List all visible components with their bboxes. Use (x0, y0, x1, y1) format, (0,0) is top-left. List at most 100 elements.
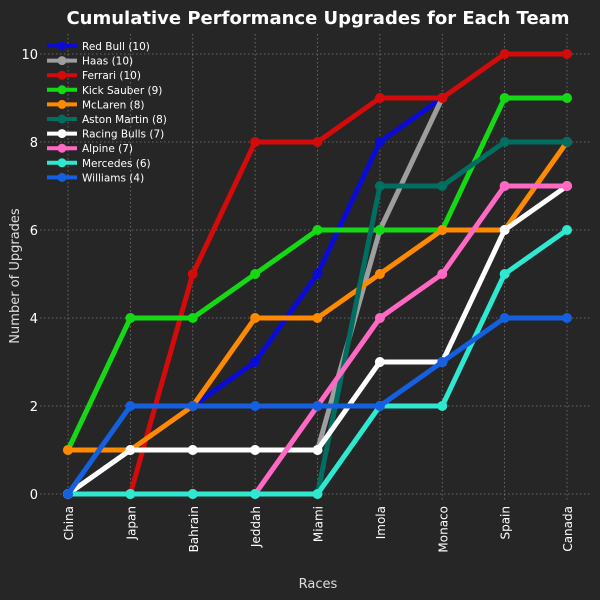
legend-swatch-marker (57, 129, 67, 139)
x-axis-label: Races (299, 577, 338, 592)
legend-label: Red Bull (10) (82, 41, 150, 53)
data-point (125, 445, 136, 455)
legend-swatch-marker (57, 114, 67, 124)
data-point (187, 445, 198, 455)
legend-label: Kick Sauber (9) (82, 85, 162, 97)
legend-item: Red Bull (10) (47, 41, 150, 53)
x-tick-labels: China Japan Bahrain Jeddah Miami Imola Monaco S… (62, 506, 575, 553)
legend-item: Ferrari (10) (47, 70, 141, 82)
y-tick-label: 8 (30, 136, 38, 151)
data-point (562, 181, 572, 191)
series (63, 49, 572, 499)
data-point (250, 357, 261, 367)
legend-swatch-marker (57, 56, 67, 66)
legend-label: Haas (10) (82, 56, 133, 68)
y-tick-labels: 0 2 4 6 8 10 (21, 48, 38, 503)
x-tick-label: Japan (124, 506, 138, 540)
y-tick-label: 6 (30, 224, 38, 239)
data-point (437, 401, 448, 411)
legend-swatch-marker (57, 158, 67, 168)
chart-title: Cumulative Performance Upgrades for Each… (66, 8, 569, 29)
data-point (562, 225, 572, 235)
x-tick-label: Canada (561, 506, 575, 552)
y-tick-label: 4 (30, 312, 38, 327)
data-point (374, 313, 385, 323)
legend-label: McLaren (8) (82, 99, 145, 111)
legend-swatch-marker (57, 70, 67, 80)
data-point (374, 401, 385, 411)
y-tick-label: 2 (30, 400, 38, 415)
series-layer (63, 49, 572, 499)
data-point (250, 313, 261, 323)
x-tick-label: Bahrain (187, 506, 201, 552)
legend-label: Racing Bulls (7) (82, 129, 164, 141)
data-point (250, 269, 261, 279)
legend-label: Ferrari (10) (82, 70, 141, 82)
data-point (187, 269, 198, 279)
legend-item: Mercedes (6) (47, 158, 151, 170)
legend-label: Williams (4) (82, 172, 144, 184)
data-point (562, 137, 572, 147)
data-point (437, 93, 448, 103)
series (63, 313, 572, 499)
x-tick-label: Jeddah (249, 506, 263, 548)
data-point (499, 225, 510, 235)
data-point (499, 93, 510, 103)
data-point (437, 181, 448, 191)
data-point (499, 137, 510, 147)
data-point (125, 313, 136, 323)
legend: Red Bull (10) Haas (10) Ferrari (10) Kick S… (47, 41, 167, 184)
legend-item: Haas (10) (47, 56, 133, 68)
data-point (562, 313, 572, 323)
data-point (312, 225, 323, 235)
legend-swatch-marker (57, 41, 67, 51)
data-point (312, 313, 323, 323)
x-tick-label: Spain (499, 506, 513, 540)
x-tick-label: China (62, 506, 76, 540)
data-point (250, 445, 261, 455)
data-point (125, 489, 136, 499)
data-point (250, 137, 261, 147)
data-point (499, 313, 510, 323)
data-point (312, 401, 323, 411)
data-point (374, 269, 385, 279)
legend-label: Alpine (7) (82, 143, 133, 155)
data-point (562, 93, 572, 103)
data-point (187, 401, 198, 411)
data-point (250, 401, 261, 411)
data-point (437, 225, 448, 235)
data-point (374, 225, 385, 235)
legend-item: Aston Martin (8) (47, 114, 167, 126)
legend-item: Kick Sauber (9) (47, 85, 162, 97)
legend-item: Williams (4) (47, 172, 144, 184)
data-point (63, 445, 73, 455)
data-point (437, 269, 448, 279)
data-point (374, 181, 385, 191)
data-point (374, 357, 385, 367)
data-point (499, 181, 510, 191)
legend-label: Mercedes (6) (82, 158, 151, 170)
x-tick-label: Miami (312, 506, 326, 542)
data-point (374, 93, 385, 103)
data-point (187, 489, 198, 499)
data-point (312, 489, 323, 499)
legend-item: Alpine (7) (47, 143, 133, 155)
legend-swatch-marker (57, 85, 67, 95)
data-point (562, 49, 572, 59)
data-point (374, 137, 385, 147)
legend-label: Aston Martin (8) (82, 114, 167, 126)
legend-swatch-marker (57, 143, 67, 153)
y-tick-label: 0 (30, 488, 38, 503)
data-point (125, 401, 136, 411)
data-point (499, 49, 510, 59)
y-axis-label: Number of Upgrades (8, 208, 23, 344)
data-point (437, 357, 448, 367)
x-tick-label: Imola (374, 506, 388, 539)
data-point (312, 445, 323, 455)
legend-swatch-marker (57, 172, 67, 182)
data-point (499, 269, 510, 279)
data-point (63, 489, 73, 499)
legend-swatch-marker (57, 99, 67, 109)
